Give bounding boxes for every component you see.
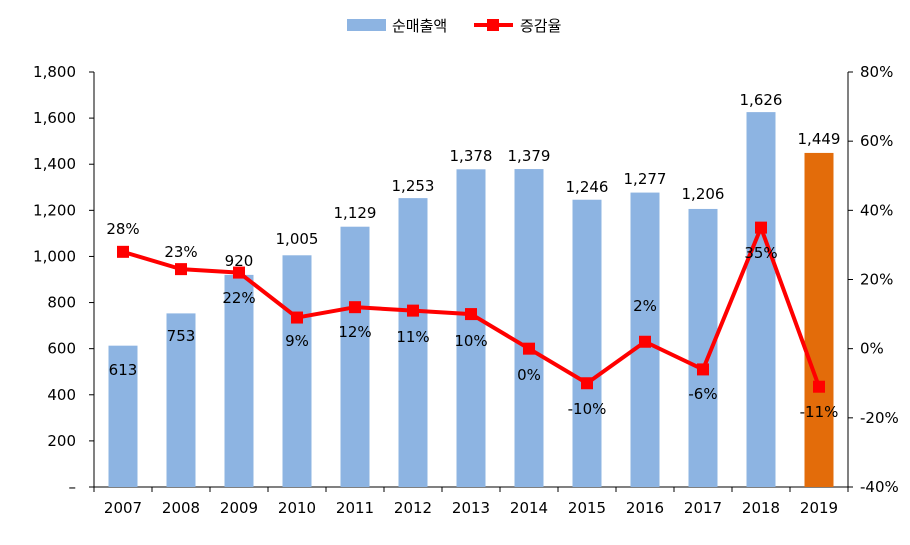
left-tick-label: 400 <box>47 386 76 404</box>
right-tick-label: -20% <box>860 409 899 427</box>
bar-value-label: 1,206 <box>682 185 725 203</box>
x-tick-label: 2016 <box>626 499 664 517</box>
bar-value-label: 613 <box>109 361 138 379</box>
rate-value-label: 12% <box>338 323 371 341</box>
rate-value-label: 23% <box>164 243 197 261</box>
right-tick-label: -40% <box>860 478 899 496</box>
rate-value-label: -10% <box>568 400 607 418</box>
x-tick-label: 2015 <box>568 499 606 517</box>
left-tick-label: 800 <box>47 294 76 312</box>
rate-point-2011 <box>349 301 361 314</box>
x-tick-label: 2008 <box>162 499 200 517</box>
rate-value-label: -11% <box>800 403 839 421</box>
right-tick-label: 0% <box>860 340 884 358</box>
bar-2010 <box>282 255 312 487</box>
rate-value-label: 2% <box>633 297 657 315</box>
bar-value-label: 1,005 <box>276 230 319 248</box>
rate-value-label: 22% <box>222 289 255 307</box>
legend-label-line: 증감율 <box>520 17 561 35</box>
rate-point-2008 <box>175 263 187 276</box>
bar-value-label: 1,379 <box>508 147 551 165</box>
x-tick-label: 2010 <box>278 499 316 517</box>
left-tick-label: 1,000 <box>33 247 76 265</box>
bar-2019 <box>804 152 834 488</box>
bar-value-label: 1,246 <box>566 178 609 196</box>
x-tick-label: 2013 <box>452 499 490 517</box>
left-tick-label: 1,400 <box>33 155 76 173</box>
legend-label-bar: 순매출액 <box>392 17 447 35</box>
bars <box>108 112 834 488</box>
left-tick-label: 1,800 <box>33 63 76 81</box>
rate-point-2015 <box>581 377 593 390</box>
left-tick-label: 200 <box>47 432 76 450</box>
right-tick-label: 20% <box>860 271 893 289</box>
data-labels: 613 753 920 1,005 1,129 1,253 1,378 1,379 1,246 1… <box>106 91 840 421</box>
x-tick-label: 2007 <box>104 499 142 517</box>
rate-point-2014 <box>523 342 535 355</box>
rate-value-label: 10% <box>454 332 487 350</box>
rate-line <box>117 221 825 393</box>
x-tick-label: 2009 <box>220 499 258 517</box>
rate-point-2009 <box>233 266 245 279</box>
rate-value-label: 9% <box>285 332 309 350</box>
bar-2007 <box>108 345 138 487</box>
rate-value-label: 35% <box>744 244 777 262</box>
rate-point-2017 <box>697 363 709 376</box>
x-tick-label: 2012 <box>394 499 432 517</box>
bar-2013 <box>456 169 486 488</box>
bar-2015 <box>572 199 602 487</box>
rate-point-2018 <box>755 221 767 234</box>
bar-2018 <box>746 112 776 487</box>
bar-2014 <box>514 169 544 487</box>
left-tick-label: 600 <box>47 340 76 358</box>
rate-point-2007 <box>117 245 129 258</box>
bar-2012 <box>398 198 428 487</box>
rate-point-2012 <box>407 304 419 317</box>
legend: 순매출액 증감율 <box>347 17 561 35</box>
right-tick-label: 60% <box>860 132 893 150</box>
bar-2011 <box>340 226 370 488</box>
x-tick-label: 2014 <box>510 499 548 517</box>
x-tick-label: 2017 <box>684 499 722 517</box>
left-tick-label: – <box>69 478 77 496</box>
bar-value-label: 1,253 <box>392 177 435 195</box>
legend-swatch-marker <box>487 19 499 31</box>
bar-value-label: 753 <box>167 327 196 345</box>
rate-value-label: 0% <box>517 366 541 384</box>
rate-value-label: 11% <box>396 328 429 346</box>
rate-point-2019 <box>813 380 825 393</box>
left-tick-label: 1,600 <box>33 109 76 127</box>
legend-swatch-bar <box>347 19 386 31</box>
bar-value-label: 1,378 <box>450 147 493 165</box>
bar-value-label: 1,449 <box>798 130 841 148</box>
axes: – 200 400 600 800 1,000 1,200 1,400 1,600 1,800 -4… <box>33 63 899 517</box>
left-tick-label: 1,200 <box>33 201 76 219</box>
right-tick-label: 80% <box>860 63 893 81</box>
rate-point-2010 <box>291 311 303 324</box>
bar-value-label: 1,626 <box>740 91 783 109</box>
x-tick-label: 2018 <box>742 499 780 517</box>
rate-value-label: 28% <box>106 220 139 238</box>
x-tick-label: 2019 <box>800 499 838 517</box>
bar-value-label: 1,129 <box>334 204 377 222</box>
right-tick-label: 40% <box>860 201 893 219</box>
bar-2008 <box>166 313 196 487</box>
bar-value-label: 1,277 <box>624 170 667 188</box>
rate-point-2013 <box>465 308 477 321</box>
rate-value-label: -6% <box>688 385 717 403</box>
bar-value-label: 920 <box>225 252 254 270</box>
bar-2009 <box>224 274 254 487</box>
rate-point-2016 <box>639 335 651 348</box>
x-tick-label: 2011 <box>336 499 374 517</box>
